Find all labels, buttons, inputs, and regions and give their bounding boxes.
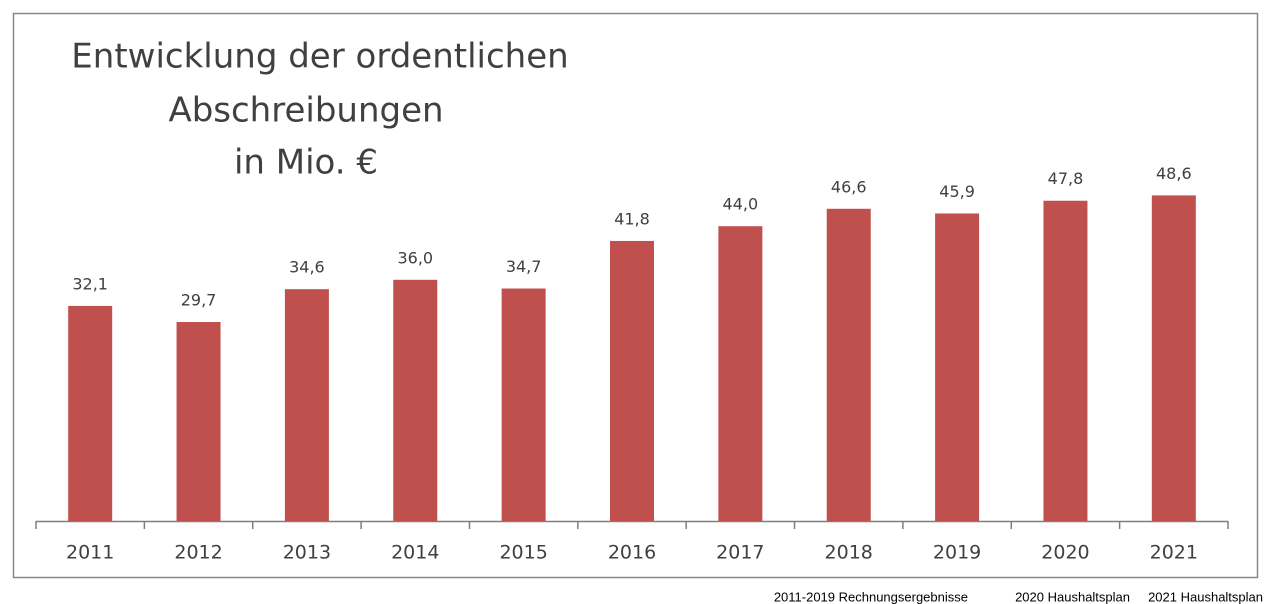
- bar: [176, 322, 221, 521]
- chart-title: Entwicklung der ordentlichen: [71, 37, 568, 77]
- x-tick-label: 2012: [174, 542, 222, 564]
- bar: [826, 208, 871, 521]
- x-tick-label: 2017: [716, 542, 764, 564]
- x-tick-label: 2020: [1041, 542, 1089, 564]
- x-tick-label: 2015: [499, 542, 547, 564]
- value-label: 34,7: [506, 257, 542, 276]
- x-tick-label: 2018: [825, 542, 873, 564]
- bar: [393, 279, 438, 521]
- x-tick-label: 2011: [66, 542, 114, 564]
- value-label: 47,8: [1048, 169, 1084, 188]
- footnote: 2011-2019 Rechnungsergebnisse: [774, 589, 968, 604]
- chart-title: in Mio. €: [234, 143, 378, 183]
- footnote: 2020 Haushaltsplan: [1015, 589, 1130, 604]
- value-label: 41,8: [614, 209, 650, 228]
- footnote: 2021 Haushaltsplan: [1148, 589, 1263, 604]
- x-tick-label: 2019: [933, 542, 981, 564]
- bar: [501, 288, 546, 521]
- value-label: 29,7: [181, 291, 217, 310]
- bar: [284, 289, 329, 521]
- value-label: 44,0: [723, 195, 759, 214]
- value-label: 34,6: [289, 258, 325, 277]
- value-label: 45,9: [939, 182, 975, 201]
- value-label: 32,1: [72, 274, 108, 293]
- bar: [718, 226, 763, 521]
- x-tick-label: 2013: [283, 542, 331, 564]
- bar: [610, 240, 654, 521]
- bar: [935, 213, 980, 521]
- value-label: 46,6: [831, 177, 867, 196]
- chart-title: Abschreibungen: [168, 91, 443, 131]
- bar: [1151, 195, 1196, 521]
- x-tick-label: 2016: [608, 542, 656, 564]
- x-tick-label: 2014: [391, 542, 439, 564]
- value-label: 48,6: [1156, 164, 1192, 183]
- x-tick-label: 2021: [1150, 542, 1198, 564]
- value-label: 36,0: [397, 248, 433, 267]
- bar: [68, 305, 113, 521]
- bar: [1043, 200, 1088, 522]
